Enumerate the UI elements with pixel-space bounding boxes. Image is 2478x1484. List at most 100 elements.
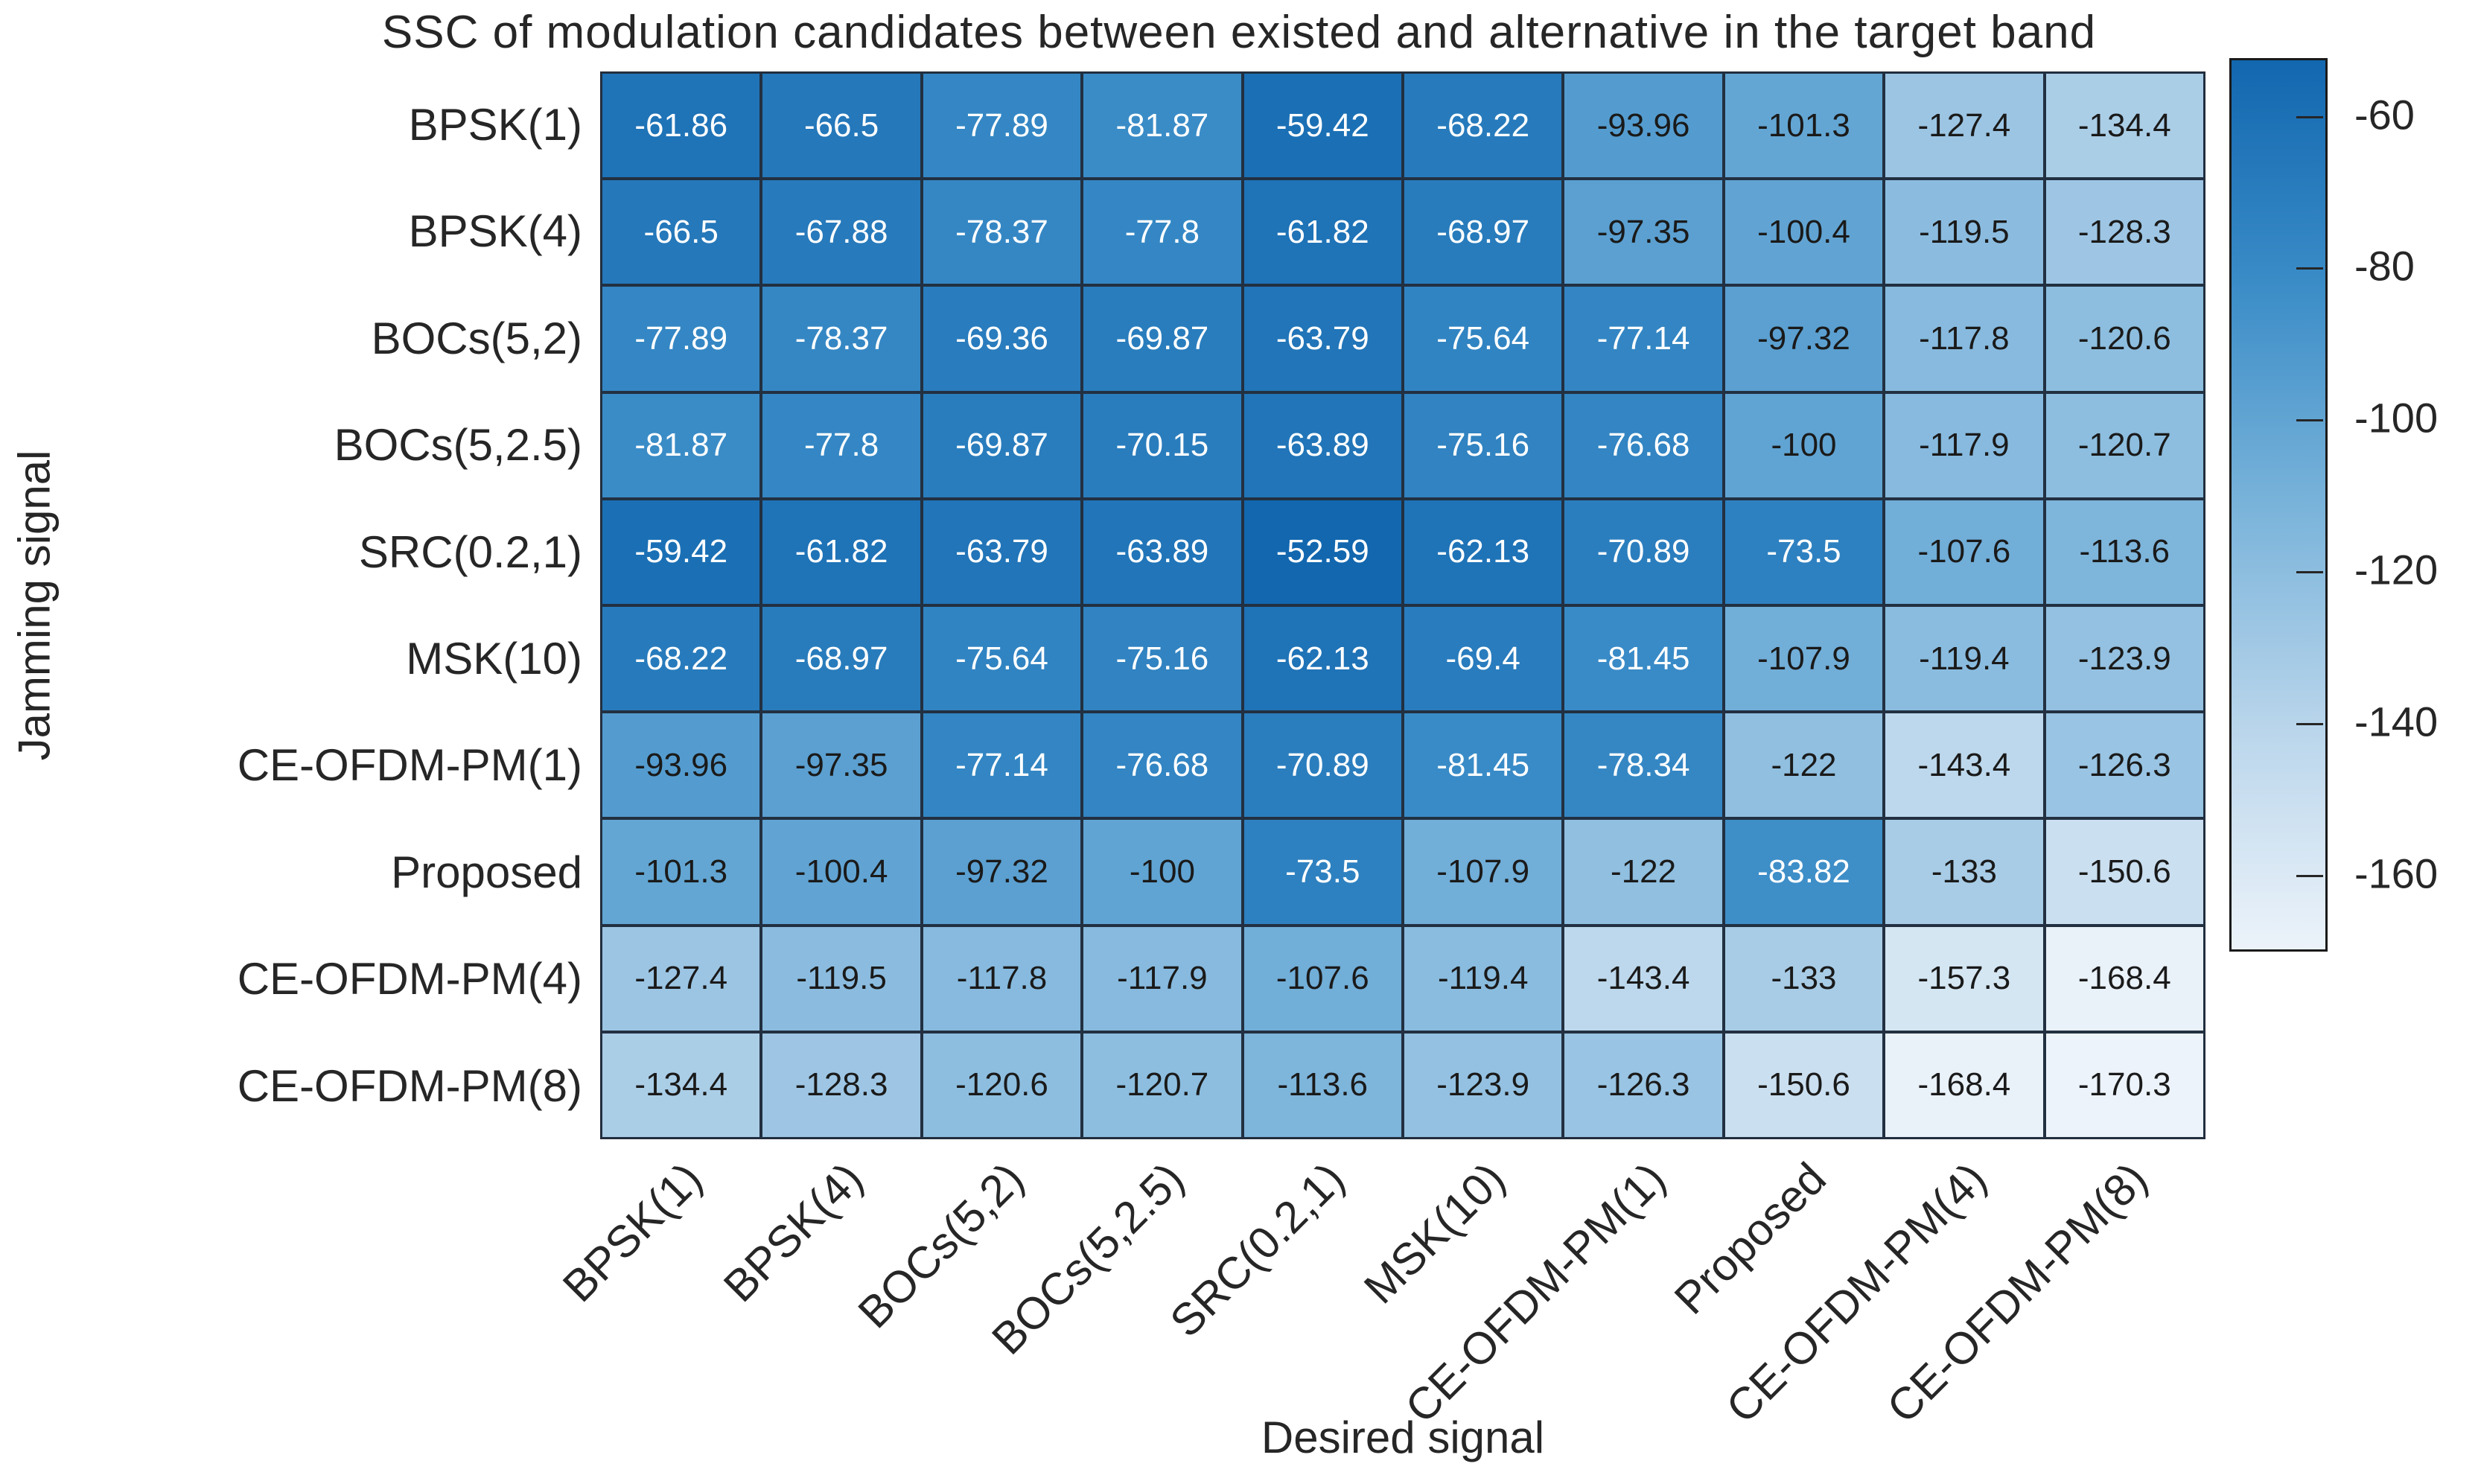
heatmap-cell: -100.4	[1723, 179, 1885, 286]
x-tick-label: BPSK(1)	[553, 1153, 712, 1312]
heatmap-cell: -77.89	[601, 285, 762, 392]
heatmap-cell: -68.97	[1402, 179, 1564, 286]
heatmap-cell: -75.64	[921, 605, 1083, 713]
y-tick-label: CE-OFDM-PM(1)	[237, 740, 582, 791]
colorbar-tick-label: -120	[2354, 546, 2439, 593]
heatmap-cell: -123.9	[2044, 605, 2205, 713]
heatmap-cell: -128.3	[761, 1031, 922, 1139]
heatmap-cell: -107.6	[1242, 925, 1403, 1032]
heatmap-cell: -63.89	[1242, 392, 1403, 499]
heatmap-cell: -101.3	[1723, 72, 1885, 179]
heatmap-cell: -97.35	[1563, 179, 1724, 286]
y-tick-label: BOCs(5,2)	[371, 313, 582, 363]
y-tick-label: Proposed	[391, 847, 582, 897]
heatmap-cell: -81.45	[1402, 712, 1564, 819]
heatmap-cell: -73.5	[1723, 498, 1885, 605]
heatmap-cell: -76.68	[1082, 712, 1243, 819]
heatmap-cell: -62.13	[1402, 498, 1564, 605]
heatmap-cell: -126.3	[2044, 712, 2205, 819]
heatmap-cell: -120.7	[2044, 392, 2205, 499]
heatmap-cell: -76.68	[1563, 392, 1724, 499]
heatmap-cell: -119.4	[1402, 925, 1564, 1032]
heatmap-cell: -134.4	[601, 1031, 762, 1139]
heatmap-cell: -70.89	[1242, 712, 1403, 819]
heatmap-cell: -97.32	[1723, 285, 1885, 392]
heatmap-cell: -119.5	[1884, 179, 2045, 286]
heatmap-grid: -61.86 -66.5 -77.89 -81.87 -59.42 -68.22 -93.9…	[600, 71, 2205, 1139]
chart-title: SSC of modulation candidates between exi…	[381, 7, 2097, 58]
heatmap-cell: -93.96	[601, 712, 762, 819]
colorbar-tick-mark	[2296, 115, 2323, 118]
heatmap-cell: -69.87	[921, 392, 1083, 499]
heatmap-cell: -77.14	[1563, 285, 1724, 392]
heatmap-cell: -122	[1563, 818, 1724, 926]
heatmap-cell: -134.4	[2044, 72, 2205, 179]
heatmap-cell: -150.6	[2044, 818, 2205, 926]
heatmap-cell: -117.9	[1082, 925, 1243, 1032]
heatmap-cell: -122	[1723, 712, 1885, 819]
heatmap-cell: -63.89	[1082, 498, 1243, 605]
heatmap-cell: -119.4	[1884, 605, 2045, 713]
heatmap-cell: -127.4	[601, 925, 762, 1032]
colorbar-tick-mark	[2296, 571, 2323, 574]
heatmap-cell: -93.96	[1563, 72, 1724, 179]
heatmap-cell: -101.3	[601, 818, 762, 926]
heatmap-cell: -100	[1082, 818, 1243, 926]
heatmap-cell: -77.89	[921, 72, 1083, 179]
heatmap-cell: -81.87	[601, 392, 762, 499]
x-tick-label: SRC(0.2,1)	[1160, 1153, 1354, 1347]
heatmap-cell: -133	[1723, 925, 1885, 1032]
colorbar-tick-label: -160	[2354, 850, 2439, 897]
colorbar-tick-label: -100	[2354, 394, 2439, 442]
y-tick-label: CE-OFDM-PM(8)	[237, 1060, 582, 1111]
heatmap-cell: -119.5	[761, 925, 922, 1032]
heatmap-cell: -157.3	[1884, 925, 2045, 1032]
heatmap-cell: -117.8	[921, 925, 1083, 1032]
heatmap-cell: -75.16	[1402, 392, 1564, 499]
heatmap-cell: -100.4	[761, 818, 922, 926]
heatmap-cell: -69.87	[1082, 285, 1243, 392]
heatmap-cell: -117.9	[1884, 392, 2045, 499]
colorbar-tick-mark	[2296, 267, 2323, 270]
heatmap-cell: -75.64	[1402, 285, 1564, 392]
heatmap-cell: -126.3	[1563, 1031, 1724, 1139]
heatmap-cell: -170.3	[2044, 1031, 2205, 1139]
heatmap-cell: -168.4	[2044, 925, 2205, 1032]
heatmap-cell: -62.13	[1242, 605, 1403, 713]
colorbar	[2229, 58, 2328, 952]
heatmap-cell: -68.22	[1402, 72, 1564, 179]
heatmap-cell: -107.6	[1884, 498, 2045, 605]
heatmap-cell: -113.6	[2044, 498, 2205, 605]
y-tick-label: MSK(10)	[406, 634, 582, 684]
heatmap-cell: -68.97	[761, 605, 922, 713]
heatmap-cell: -63.79	[921, 498, 1083, 605]
heatmap-cell: -168.4	[1884, 1031, 2045, 1139]
heatmap-cell: -143.4	[1563, 925, 1724, 1032]
heatmap-cell: -127.4	[1884, 72, 2045, 179]
heatmap-cell: -59.42	[1242, 72, 1403, 179]
heatmap-cell: -75.16	[1082, 605, 1243, 713]
heatmap-cell: -70.15	[1082, 392, 1243, 499]
heatmap-cell: -70.89	[1563, 498, 1724, 605]
heatmap-cell: -107.9	[1402, 818, 1564, 926]
y-tick-label: BPSK(1)	[408, 100, 582, 150]
x-tick-label: MSK(10)	[1354, 1153, 1514, 1313]
heatmap-cell: -77.8	[761, 392, 922, 499]
heatmap-cell: -66.5	[601, 179, 762, 286]
heatmap-cell: -120.6	[921, 1031, 1083, 1139]
heatmap-cell: -117.8	[1884, 285, 2045, 392]
colorbar-tick-label: -60	[2354, 91, 2415, 138]
heatmap-cell: -78.37	[921, 179, 1083, 286]
y-tick-label: CE-OFDM-PM(4)	[237, 954, 582, 1004]
heatmap-cell: -63.79	[1242, 285, 1403, 392]
colorbar-tick-mark	[2296, 874, 2323, 877]
heatmap-cell: -61.82	[1242, 179, 1403, 286]
x-axis-label: Desired signal	[1261, 1413, 1545, 1462]
heatmap-cell: -68.22	[601, 605, 762, 713]
heatmap-cell: -59.42	[601, 498, 762, 605]
heatmap-cell: -73.5	[1242, 818, 1403, 926]
heatmap-cell: -69.36	[921, 285, 1083, 392]
heatmap-cell: -83.82	[1723, 818, 1885, 926]
heatmap-cell: -123.9	[1402, 1031, 1564, 1139]
heatmap-cell: -67.88	[761, 179, 922, 286]
